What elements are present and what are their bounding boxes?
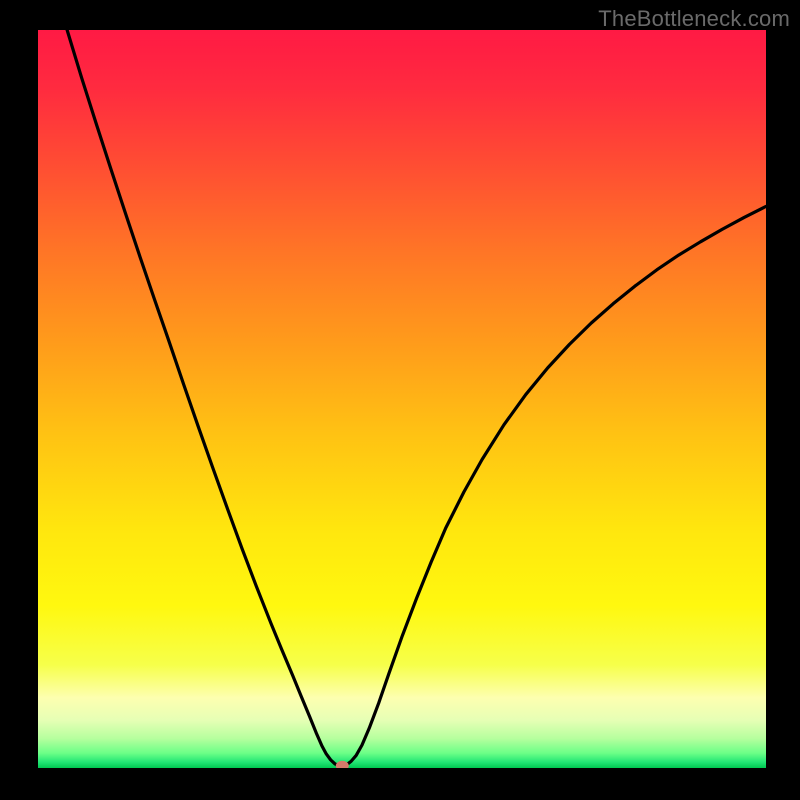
chart-svg [38, 30, 766, 768]
plot-area [38, 30, 766, 768]
chart-frame: TheBottleneck.com [0, 0, 800, 800]
gradient-background [38, 30, 766, 768]
watermark-text: TheBottleneck.com [598, 6, 790, 32]
